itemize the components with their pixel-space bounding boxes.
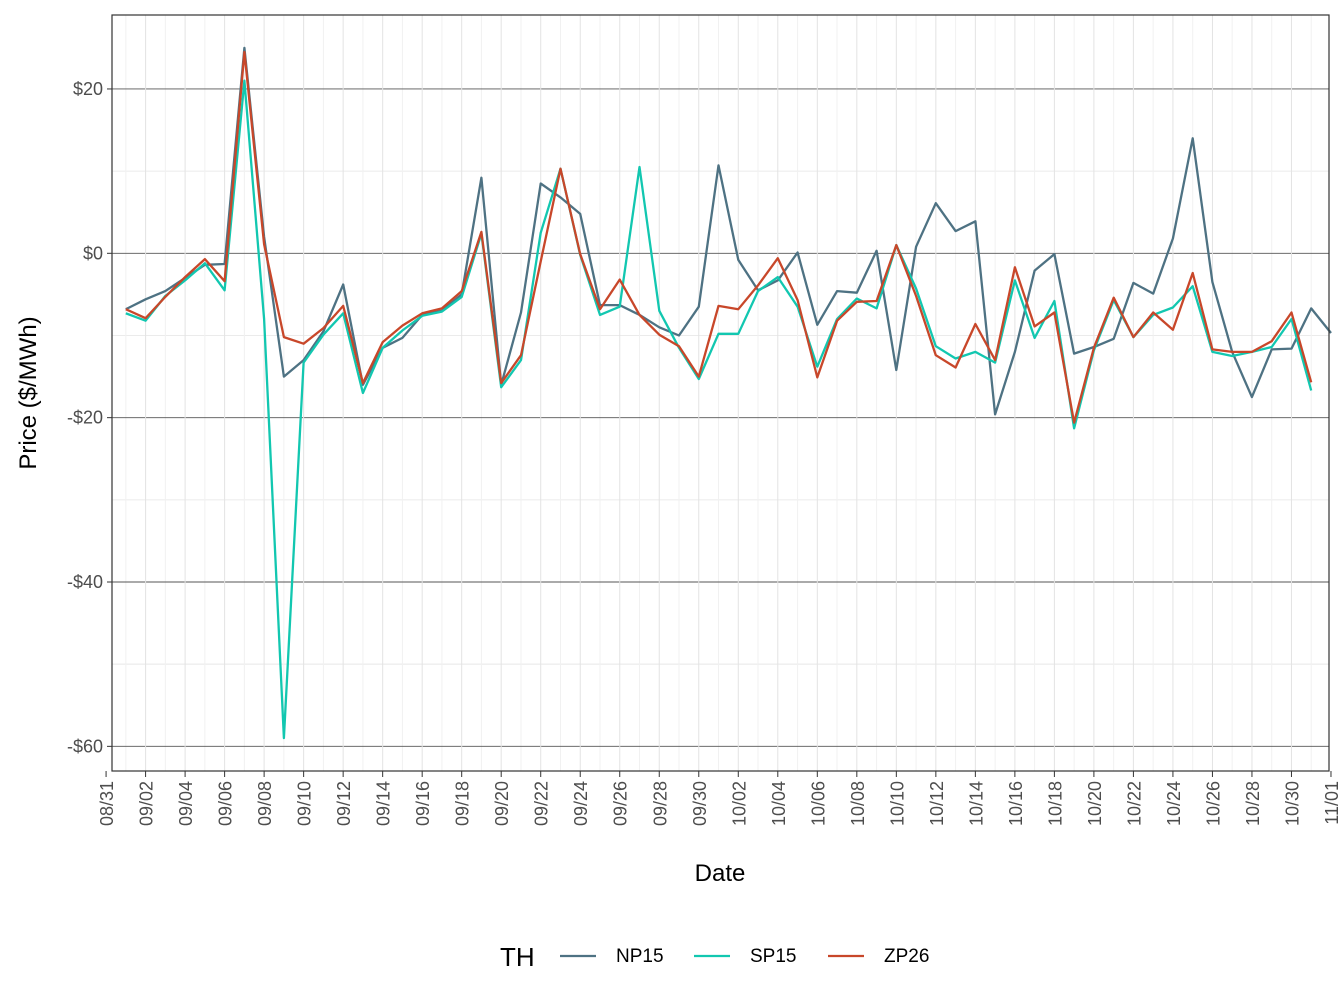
plot-panel-border xyxy=(111,14,1330,772)
x-tick-label: 09/12 xyxy=(334,781,354,826)
x-tick-label: 10/18 xyxy=(1045,781,1065,826)
x-tick-label: 09/02 xyxy=(137,781,157,826)
x-tick-label: 09/30 xyxy=(690,781,710,826)
x-tick-label: 10/10 xyxy=(887,781,907,826)
series-line-zp26 xyxy=(125,50,1313,424)
y-tick-label: -$40 xyxy=(67,572,103,592)
x-tick-label: 09/20 xyxy=(492,781,512,826)
legend-label-sp15: SP15 xyxy=(750,946,796,967)
legend-label-np15: NP15 xyxy=(616,946,664,967)
legend-title: TH xyxy=(500,942,535,972)
y-axis-title: Price ($/MWh) xyxy=(15,316,42,469)
x-tick-label: 10/20 xyxy=(1085,781,1105,826)
x-tick-label: 10/28 xyxy=(1243,781,1263,826)
y-tick-label: -$20 xyxy=(67,408,103,428)
x-tick-label: 10/04 xyxy=(769,781,789,826)
series-lines xyxy=(125,46,1332,740)
x-tick-label: 10/30 xyxy=(1282,781,1302,826)
y-tick-label: -$60 xyxy=(67,736,103,756)
major-gridlines xyxy=(112,15,1329,771)
x-tick-label: 09/22 xyxy=(532,781,552,826)
y-tick-label: $0 xyxy=(83,243,103,263)
x-tick-label: 09/16 xyxy=(413,781,433,826)
x-tick-label: 08/31 xyxy=(97,781,117,826)
minor-gridlines xyxy=(112,15,1329,771)
x-tick-label: 10/24 xyxy=(1164,781,1184,826)
legend-items: NP15 SP15 ZP26 xyxy=(560,946,929,967)
x-tick-label: 09/18 xyxy=(453,781,473,826)
x-tick-label: 09/14 xyxy=(374,781,394,826)
x-tick-label: 09/28 xyxy=(650,781,670,826)
x-tick-label: 10/02 xyxy=(729,781,749,826)
x-tick-label: 09/06 xyxy=(216,781,236,826)
y-axis: $20 $0 -$20 -$40 -$60 xyxy=(67,79,112,756)
x-tick-label: 10/14 xyxy=(966,781,986,826)
x-tick-label: 10/06 xyxy=(808,781,828,826)
x-tick-label: 09/04 xyxy=(176,781,196,826)
x-tick-label: 09/26 xyxy=(611,781,631,826)
y-tick-label: $20 xyxy=(73,79,103,99)
x-tick-label: 09/24 xyxy=(571,781,591,826)
x-tick-label: 09/08 xyxy=(255,781,275,826)
x-tick-label: 10/26 xyxy=(1203,781,1223,826)
legend: TH NP15 SP15 ZP26 xyxy=(500,942,929,972)
x-axis-title: Date xyxy=(695,860,746,887)
x-tick-label: 11/01 xyxy=(1322,781,1342,825)
x-tick-label: 10/16 xyxy=(1006,781,1026,826)
x-tick-label: 10/12 xyxy=(927,781,947,826)
x-tick-label: 10/08 xyxy=(848,781,868,826)
legend-label-zp26: ZP26 xyxy=(884,946,929,967)
x-tick-label: 10/22 xyxy=(1124,781,1144,826)
x-tick-label: 09/10 xyxy=(295,781,315,826)
x-axis: 08/31 09/02 09/04 09/06 09/08 09/10 09/12 09/14… xyxy=(97,771,1342,826)
